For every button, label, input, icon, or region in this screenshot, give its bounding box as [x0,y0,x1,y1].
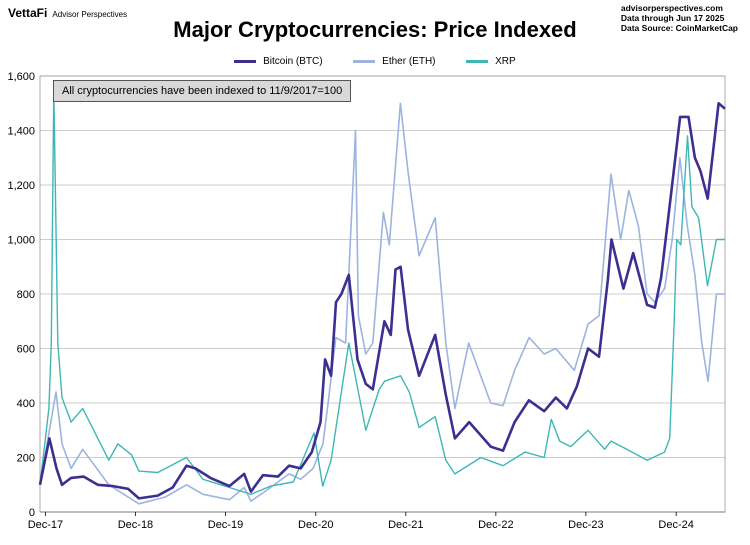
index-annotation: All cryptocurrencies have been indexed t… [53,80,352,102]
series-line-xrp [39,88,725,495]
y-tick-label: 1,000 [7,235,35,247]
y-tick-label: 1,600 [7,71,35,83]
x-tick-label: Dec-20 [298,519,333,531]
legend-item-xrp: XRP [466,56,516,67]
y-tick-label: 200 [17,453,35,465]
series-line-btc [38,102,726,500]
x-tick-label: Dec-22 [478,519,513,531]
x-tick-label: Dec-19 [208,519,243,531]
y-tick-label: 1,400 [7,126,35,138]
brand-subtitle: Advisor Perspectives [52,10,128,19]
x-tick-label: Dec-24 [658,519,693,531]
y-tick-label: 800 [17,289,35,301]
series-line-eth [39,102,725,505]
legend-label-xrp: XRP [495,56,516,67]
y-tick-label: 400 [17,398,35,410]
chart-legend: Bitcoin (BTC) Ether (ETH) XRP [0,56,750,67]
legend-swatch-eth [353,59,376,63]
source-line-date: Data through Jun 17 2025 [620,13,725,23]
legend-item-btc: Bitcoin (BTC) [234,56,323,67]
x-tick-label: Dec-23 [568,519,603,531]
x-tick-label: Dec-18 [118,519,153,531]
brand-logo: VettaFi [8,6,48,20]
legend-swatch-xrp [466,59,489,63]
y-tick-label: 1,200 [7,180,35,192]
legend-label-btc: Bitcoin (BTC) [263,56,323,67]
source-line-website: advisorperspectives.com [620,3,723,13]
x-tick-label: Dec-21 [388,519,423,531]
legend-label-eth: Ether (ETH) [382,56,436,67]
legend-swatch-btc [234,59,257,63]
chart-title: Major Cryptocurrencies: Price Indexed [173,17,577,42]
y-tick-label: 0 [29,507,35,519]
x-tick-label: Dec-17 [28,519,63,531]
legend-item-eth: Ether (ETH) [353,56,436,67]
brand: VettaFi Advisor Perspectives [8,6,127,20]
source-line-datasource: Data Source: CoinMarketCap [620,23,738,33]
source-info: advisorperspectives.com Data through Jun… [621,3,738,33]
y-tick-label: 600 [17,344,35,356]
